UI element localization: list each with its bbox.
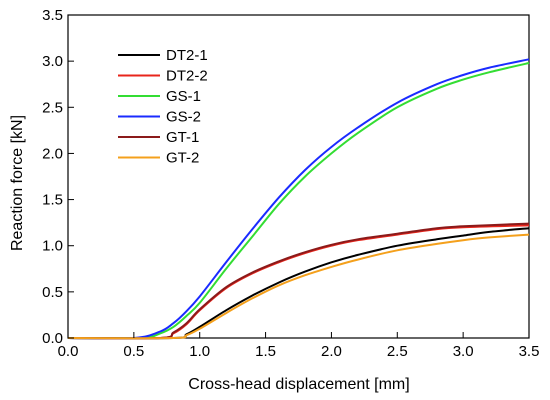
legend: DT2-1 DT2-2 GS-1 GS-2 GT-1 GT-2 [118,47,208,167]
y-tick-label: 3.5 [42,7,63,24]
legend-label-dt2-1: DT2-1 [166,47,208,64]
series-line-gt-1 [67,222,530,340]
series-line-gs-2 [67,58,530,340]
plot-area [67,14,530,339]
x-tick-label: 1.0 [189,343,210,360]
y-tick-label: 2.5 [42,99,63,116]
legend-label-gs-1: GS-1 [166,88,201,105]
legend-label-gt-2: GT-2 [166,150,199,167]
series-layer [67,58,530,340]
y-tick-label: 3.0 [42,53,63,70]
x-tick-label: 2.0 [321,343,342,360]
x-tick-label: 1.5 [255,343,276,360]
series-line-dt2-1 [67,227,530,340]
y-tick-label: 1.0 [42,238,63,255]
x-axis-title: Cross-head displacement [mm] [188,376,409,393]
y-axis-title: Reaction force [kN] [9,115,26,251]
tick-layer: 0.0 0.5 1.0 1.5 2.0 2.5 3.0 3.5 0.0 0.5 1.0 1.5 2.0 2… [42,7,539,360]
series-line-gt-2 [67,233,530,340]
x-tick-label: 3.0 [453,343,474,360]
y-tick-label: 0.0 [42,330,63,347]
x-tick-label: 3.5 [519,343,540,360]
x-tick-label: 2.5 [387,343,408,360]
legend-label-dt2-2: DT2-2 [166,68,208,85]
legend-label-gs-2: GS-2 [166,109,201,126]
plot-frame [67,14,530,339]
x-tick-label: 0.5 [123,343,144,360]
series-line-dt2-2 [67,224,530,340]
y-tick-label: 0.5 [42,284,63,301]
legend-label-gt-1: GT-1 [166,129,199,146]
y-tick-label: 2.0 [42,145,63,162]
series-line-gs-1 [67,62,530,340]
x-tick-label: 0.0 [58,343,79,360]
y-tick-label: 1.5 [42,192,63,209]
